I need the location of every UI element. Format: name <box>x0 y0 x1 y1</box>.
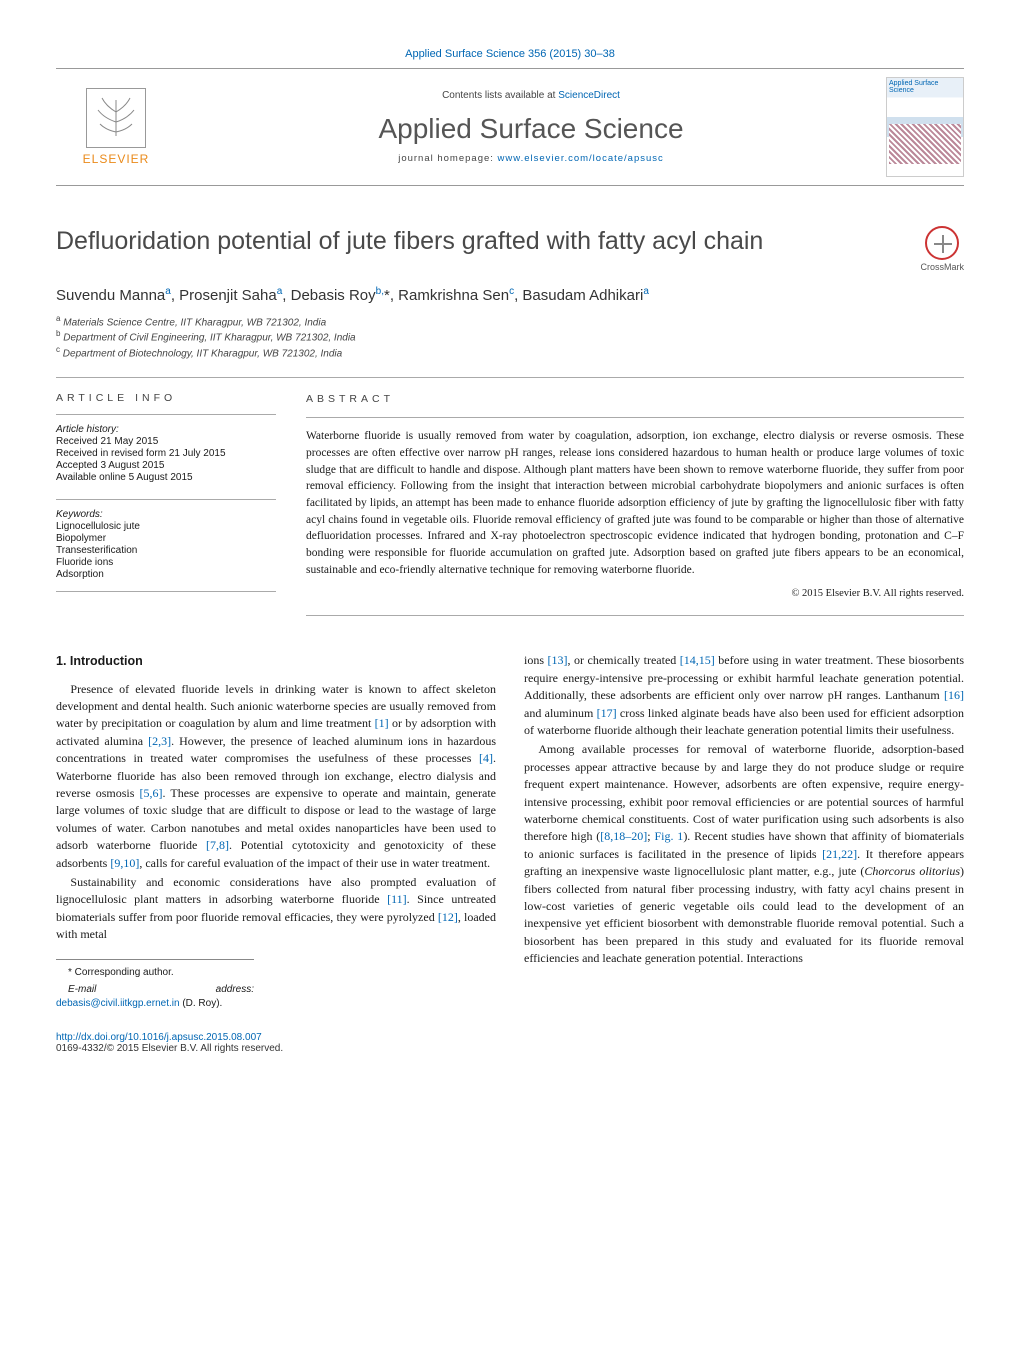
affiliations: a Materials Science Centre, IIT Kharagpu… <box>56 314 964 359</box>
abstract-column: ABSTRACT Waterborne fluoride is usually … <box>306 392 964 616</box>
homepage-prefix: journal homepage: <box>398 153 497 164</box>
header-center: Contents lists available at ScienceDirec… <box>176 90 886 164</box>
journal-homepage-link[interactable]: www.elsevier.com/locate/apsusc <box>498 153 664 164</box>
history-received: Received 21 May 2015 <box>56 436 276 447</box>
keywords-block: Keywords: Lignocellulosic jute Biopolyme… <box>56 499 276 592</box>
body-columns: 1. Introduction Presence of elevated flu… <box>56 652 964 1011</box>
contents-lists-line: Contents lists available at ScienceDirec… <box>176 90 886 101</box>
cover-caption: Applied Surface Science <box>889 80 961 94</box>
article-history-block: Article history: Received 21 May 2015 Re… <box>56 414 276 483</box>
abstract-body: Waterborne fluoride is usually removed f… <box>306 417 964 616</box>
journal-name: Applied Surface Science <box>176 113 886 145</box>
journal-cover-thumb: Applied Surface Science <box>886 77 964 177</box>
article-info-column: ARTICLE INFO Article history: Received 2… <box>56 392 276 616</box>
divider-top <box>56 377 964 378</box>
section-1-p1: Presence of elevated fluoride levels in … <box>56 681 496 872</box>
section-1-p2: Sustainability and economic consideratio… <box>56 874 496 944</box>
abstract-copyright: © 2015 Elsevier B.V. All rights reserved… <box>306 586 964 601</box>
journal-homepage-line: journal homepage: www.elsevier.com/locat… <box>176 153 886 164</box>
title-row: Defluoridation potential of jute fibers … <box>56 226 964 272</box>
contents-prefix: Contents lists available at <box>442 90 558 101</box>
journal-reference: Applied Surface Science 356 (2015) 30–38 <box>56 48 964 60</box>
keyword-0: Lignocellulosic jute <box>56 521 276 532</box>
publisher-block: ELSEVIER <box>56 88 176 166</box>
history-label: Article history: <box>56 424 119 435</box>
keyword-4: Adsorption <box>56 569 276 580</box>
keyword-2: Transesterification <box>56 545 276 556</box>
publisher-name: ELSEVIER <box>83 152 150 166</box>
corr-author-label: * Corresponding author. <box>56 966 254 981</box>
header-band: ELSEVIER Contents lists available at Sci… <box>56 68 964 186</box>
affiliation-c: c Department of Biotechnology, IIT Khara… <box>56 345 964 359</box>
cover-image-placeholder <box>889 124 961 164</box>
crossmark-label: CrossMark <box>920 262 964 272</box>
email-label: E-mail address: <box>68 984 254 995</box>
section-1-heading: 1. Introduction <box>56 652 496 670</box>
authors-line: Suvendu Mannaa, Prosenjit Sahaa, Debasis… <box>56 286 964 304</box>
page-root: Applied Surface Science 356 (2015) 30–38… <box>0 0 1020 1102</box>
affiliation-a: a Materials Science Centre, IIT Kharagpu… <box>56 314 964 328</box>
corresponding-author-footnote: * Corresponding author. E-mail address: … <box>56 959 254 1012</box>
history-accepted: Accepted 3 August 2015 <box>56 460 276 471</box>
section-1-p4: Among available processes for removal of… <box>524 741 964 967</box>
meta-abstract-row: ARTICLE INFO Article history: Received 2… <box>56 392 964 616</box>
elsevier-tree-icon <box>86 88 146 148</box>
corr-author-email-line: E-mail address: debasis@civil.iitkgp.ern… <box>56 983 254 1012</box>
keywords-label: Keywords: <box>56 509 103 520</box>
crossmark-badge[interactable]: CrossMark <box>920 226 964 272</box>
crossmark-icon <box>925 226 959 260</box>
doi-link[interactable]: http://dx.doi.org/10.1016/j.apsusc.2015.… <box>56 1032 262 1043</box>
section-1-p3: ions [13], or chemically treated [14,15]… <box>524 652 964 739</box>
page-footer: http://dx.doi.org/10.1016/j.apsusc.2015.… <box>56 1032 964 1054</box>
article-title: Defluoridation potential of jute fibers … <box>56 226 763 257</box>
keyword-1: Biopolymer <box>56 533 276 544</box>
abstract-text: Waterborne fluoride is usually removed f… <box>306 430 964 575</box>
sciencedirect-link[interactable]: ScienceDirect <box>558 90 620 101</box>
email-owner: (D. Roy). <box>180 998 223 1009</box>
keyword-3: Fluoride ions <box>56 557 276 568</box>
affiliation-b: b Department of Civil Engineering, IIT K… <box>56 329 964 343</box>
article-info-heading: ARTICLE INFO <box>56 392 276 404</box>
issn-copyright: 0169-4332/© 2015 Elsevier B.V. All right… <box>56 1043 283 1054</box>
elsevier-logo-icon <box>92 94 140 142</box>
abstract-heading: ABSTRACT <box>306 392 964 407</box>
corr-email-link[interactable]: debasis@civil.iitkgp.ernet.in <box>56 998 180 1009</box>
history-revised: Received in revised form 21 July 2015 <box>56 448 276 459</box>
history-online: Available online 5 August 2015 <box>56 472 276 483</box>
